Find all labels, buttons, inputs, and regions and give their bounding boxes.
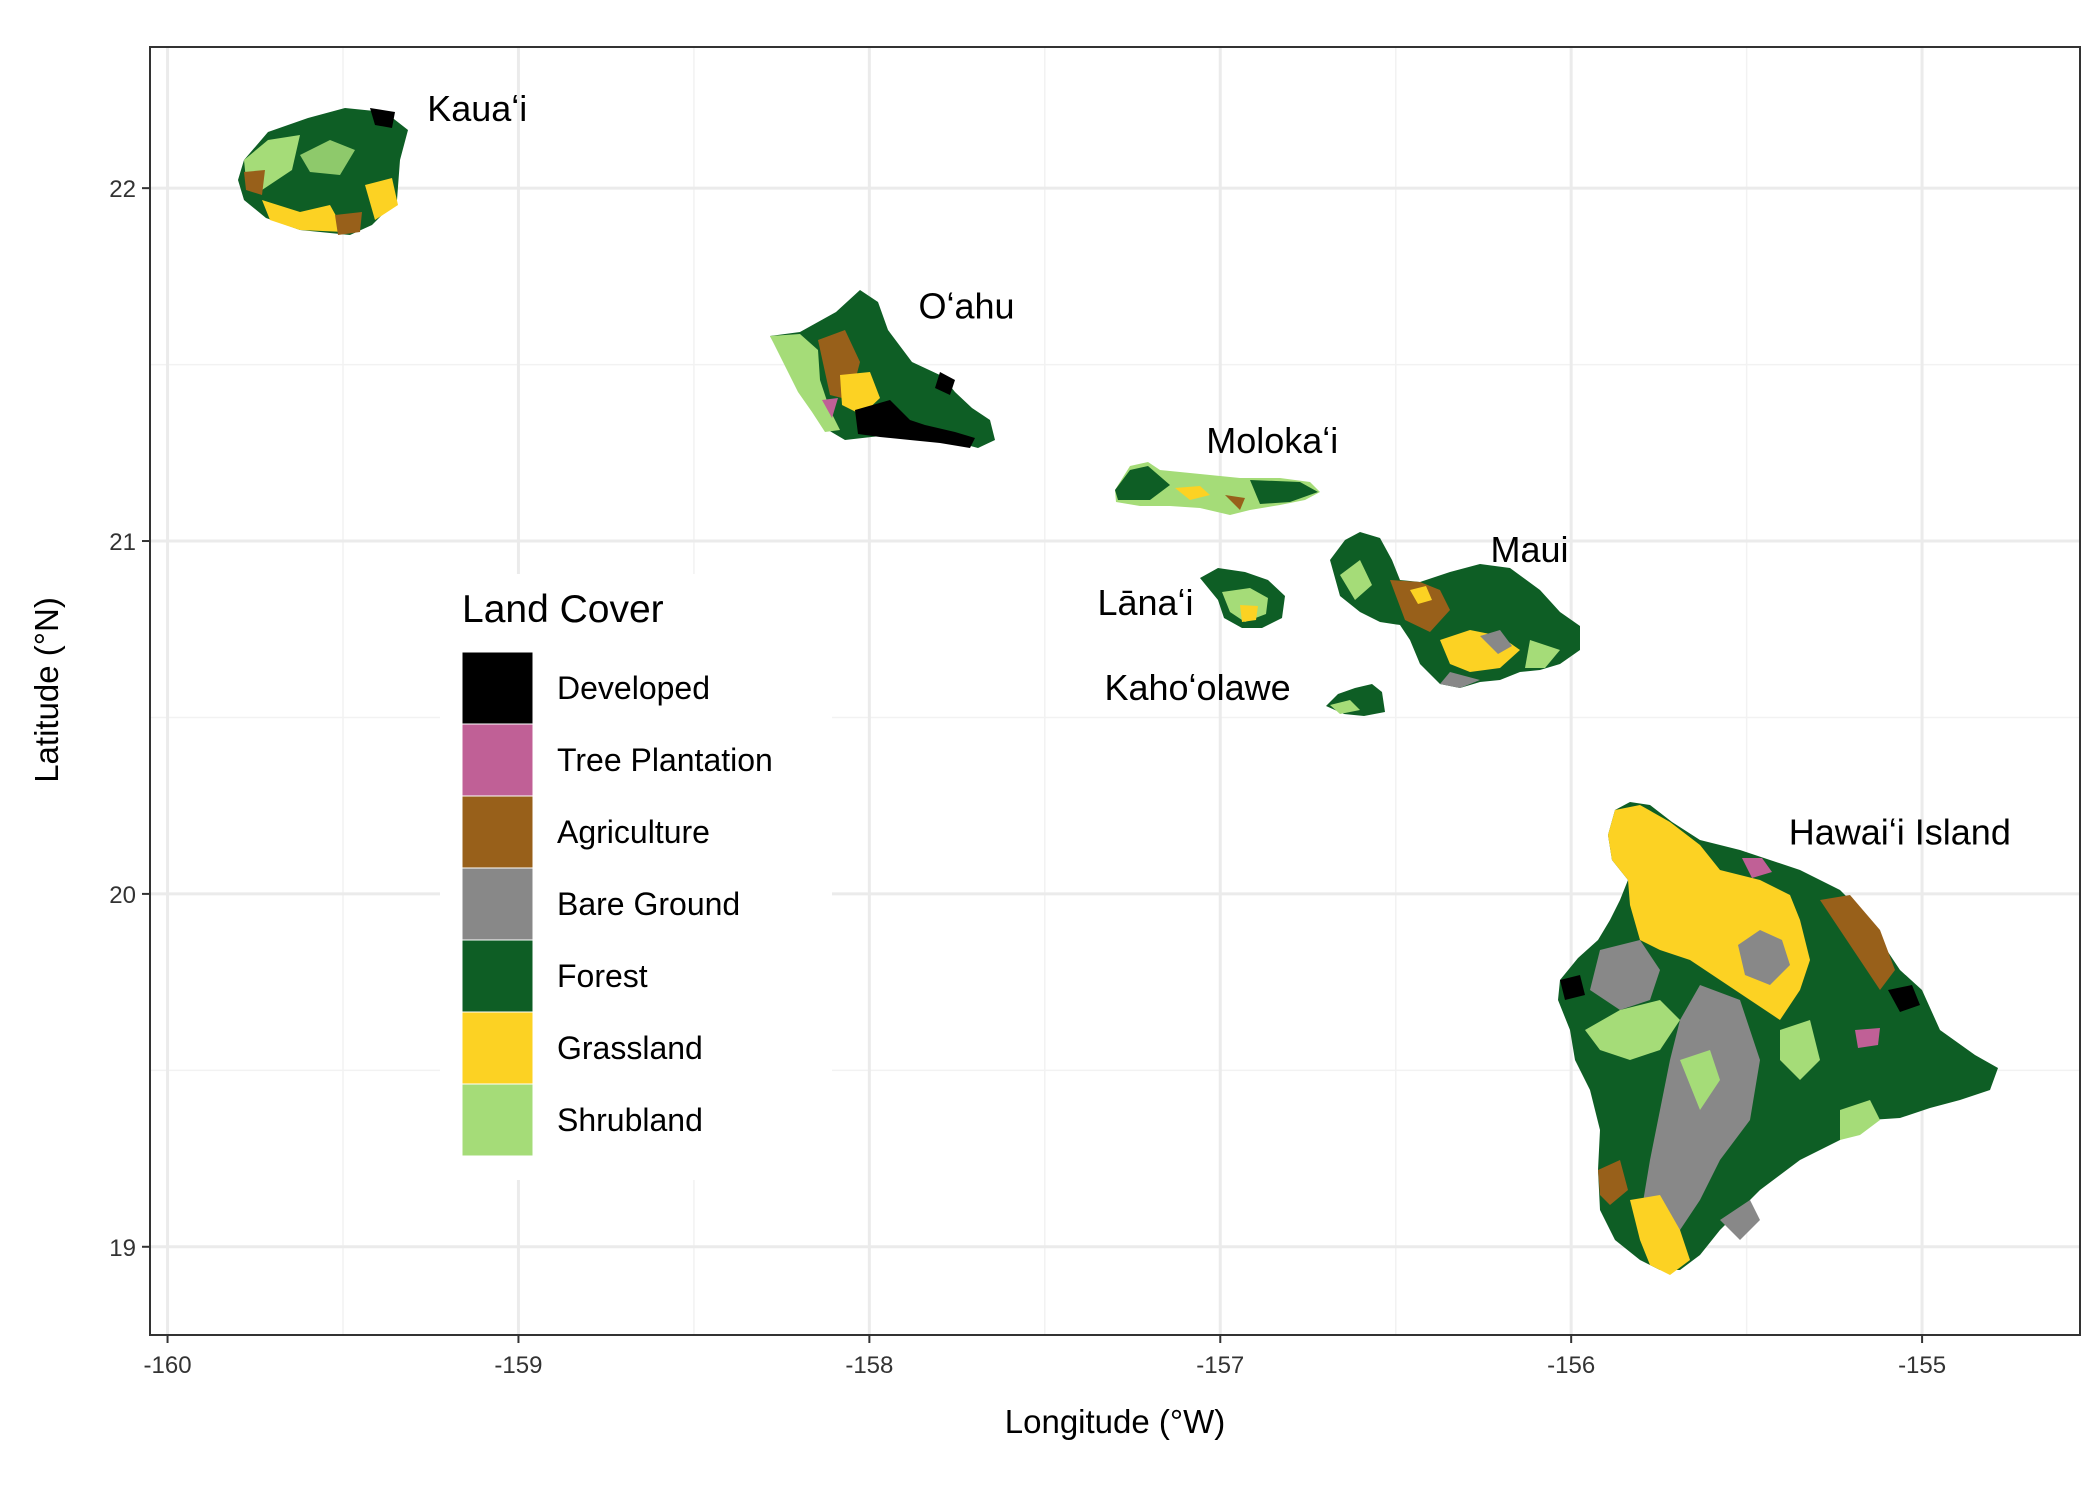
legend-key xyxy=(461,651,534,725)
legend-label: Shrubland xyxy=(557,1102,703,1138)
x-tick-label: -160 xyxy=(144,1352,192,1379)
island-shape-maui xyxy=(1330,532,1580,688)
island-label: Lānaʻi xyxy=(1097,582,1193,623)
island-labels: Kauaʻi Oʻahu Molokaʻi Maui Lānaʻi Kahoʻolawe H… xyxy=(427,88,2011,852)
islands-layer xyxy=(238,108,1998,1275)
y-tick-label: 21 xyxy=(109,529,136,556)
legend-label: Developed xyxy=(557,670,710,706)
island-shape-kauai xyxy=(238,108,408,235)
y-tick-label: 20 xyxy=(109,882,136,909)
island-shape-kahoolawe xyxy=(1326,684,1385,716)
x-axis: -160 -159 -158 -157 -156 -155 xyxy=(144,1335,1946,1379)
x-tick-label: -157 xyxy=(1196,1352,1244,1379)
panel-border xyxy=(149,46,2081,1336)
island-shape-molokai xyxy=(1115,462,1320,515)
legend-label: Forest xyxy=(557,958,648,994)
legend-label: Grassland xyxy=(557,1030,703,1066)
y-axis-title: Latitude (°N) xyxy=(28,597,65,783)
island-label: Kahoʻolawe xyxy=(1104,667,1290,708)
legend-key xyxy=(461,1011,534,1085)
x-tick-label: -155 xyxy=(1898,1352,1946,1379)
island-label: Molokaʻi xyxy=(1206,420,1338,461)
island-shape-hawaii xyxy=(1558,802,1998,1275)
legend-key xyxy=(461,795,534,869)
x-tick-label: -159 xyxy=(494,1352,542,1379)
legend-key xyxy=(461,867,534,941)
legend-label: Bare Ground xyxy=(557,886,740,922)
x-axis-title: Longitude (°W) xyxy=(1005,1403,1225,1440)
legend-key xyxy=(461,1083,534,1157)
legend-key xyxy=(461,939,534,1013)
legend-label: Tree Plantation xyxy=(557,742,773,778)
legend-key xyxy=(461,723,534,797)
legend: Land Cover Developed Tree Plantation Agric… xyxy=(440,574,832,1180)
y-tick-label: 19 xyxy=(109,1235,136,1262)
island-label: Kauaʻi xyxy=(427,88,527,129)
legend-label: Agriculture xyxy=(557,814,710,850)
legend-items: Developed Tree Plantation Agriculture Bare … xyxy=(461,651,773,1157)
x-tick-label: -156 xyxy=(1547,1352,1595,1379)
y-axis: 19 20 21 22 xyxy=(109,176,150,1262)
y-tick-label: 22 xyxy=(109,176,136,203)
legend-title: Land Cover xyxy=(462,588,664,631)
island-shape-oahu xyxy=(770,290,995,448)
island-label: Maui xyxy=(1490,529,1568,570)
island-label: Hawaiʻi Island xyxy=(1789,812,2011,853)
island-shape-lanai xyxy=(1200,568,1285,628)
island-label: Oʻahu xyxy=(918,286,1014,327)
x-tick-label: -158 xyxy=(845,1352,893,1379)
